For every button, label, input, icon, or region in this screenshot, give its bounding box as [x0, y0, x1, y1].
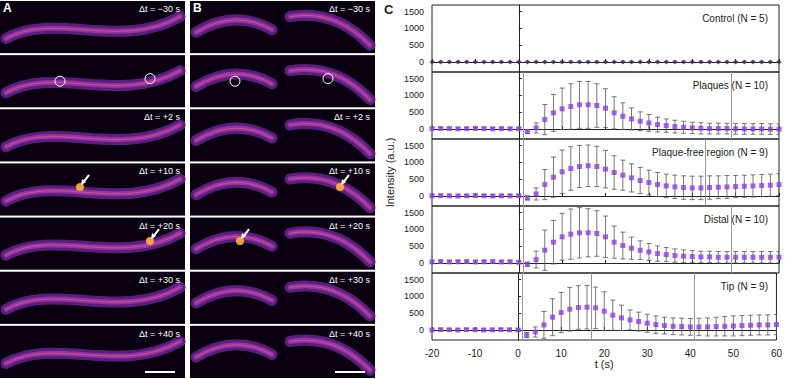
- svg-text:A: A: [3, 1, 12, 15]
- svg-text:1000: 1000: [404, 90, 424, 100]
- svg-text:0: 0: [515, 348, 521, 359]
- svg-text:1500: 1500: [404, 141, 424, 151]
- svg-text:500: 500: [409, 107, 424, 117]
- svg-text:Control (N = 5): Control (N = 5): [702, 13, 768, 24]
- svg-text:1000: 1000: [404, 291, 424, 301]
- svg-text:Δt = +30 s: Δt = +30 s: [329, 275, 371, 285]
- svg-text:0: 0: [419, 124, 424, 134]
- svg-text:Δt = +2 s: Δt = +2 s: [334, 112, 371, 122]
- svg-text:500: 500: [409, 40, 424, 50]
- svg-text:500: 500: [409, 308, 424, 318]
- svg-text:1000: 1000: [404, 23, 424, 33]
- svg-text:-10: -10: [468, 348, 483, 359]
- svg-text:0: 0: [419, 57, 424, 67]
- svg-text:60: 60: [771, 348, 783, 359]
- svg-text:Tip (N = 9): Tip (N = 9): [721, 281, 768, 292]
- svg-text:Δt = +2 s: Δt = +2 s: [144, 112, 181, 122]
- svg-text:Distal (N = 10): Distal (N = 10): [704, 214, 768, 225]
- svg-text:1500: 1500: [404, 275, 424, 285]
- svg-text:Δt = +10 s: Δt = +10 s: [139, 166, 181, 176]
- svg-text:Intensity (a.u.): Intensity (a.u.): [384, 138, 396, 208]
- svg-text:Δt = +20 s: Δt = +20 s: [139, 221, 181, 231]
- svg-text:-20: -20: [425, 348, 440, 359]
- svg-text:B: B: [193, 1, 202, 15]
- svg-text:C: C: [384, 2, 394, 17]
- svg-text:40: 40: [685, 348, 697, 359]
- svg-text:t (s): t (s): [595, 358, 614, 370]
- svg-text:50: 50: [728, 348, 740, 359]
- svg-text:Δt = +30 s: Δt = +30 s: [139, 275, 181, 285]
- svg-text:1500: 1500: [404, 7, 424, 17]
- svg-text:Δt = −30 s: Δt = −30 s: [139, 4, 181, 14]
- svg-text:0: 0: [419, 258, 424, 268]
- svg-text:1000: 1000: [404, 224, 424, 234]
- svg-text:1500: 1500: [404, 208, 424, 218]
- svg-text:Plaques (N = 10): Plaques (N = 10): [693, 80, 768, 91]
- svg-text:0: 0: [419, 191, 424, 201]
- svg-text:1500: 1500: [404, 74, 424, 84]
- svg-text:500: 500: [409, 174, 424, 184]
- svg-text:Δt = +20 s: Δt = +20 s: [329, 221, 371, 231]
- svg-text:1000: 1000: [404, 157, 424, 167]
- svg-text:30: 30: [642, 348, 654, 359]
- svg-text:Δt = −30 s: Δt = −30 s: [329, 4, 371, 14]
- svg-text:0: 0: [419, 325, 424, 335]
- svg-text:Δt = +40 s: Δt = +40 s: [139, 329, 181, 339]
- svg-text:500: 500: [409, 241, 424, 251]
- svg-text:Δt = +10 s: Δt = +10 s: [329, 166, 371, 176]
- svg-text:10: 10: [556, 348, 568, 359]
- svg-text:20: 20: [599, 348, 611, 359]
- svg-text:Plaque-free region (N = 9): Plaque-free region (N = 9): [652, 147, 768, 158]
- svg-text:Δt = +40 s: Δt = +40 s: [329, 329, 371, 339]
